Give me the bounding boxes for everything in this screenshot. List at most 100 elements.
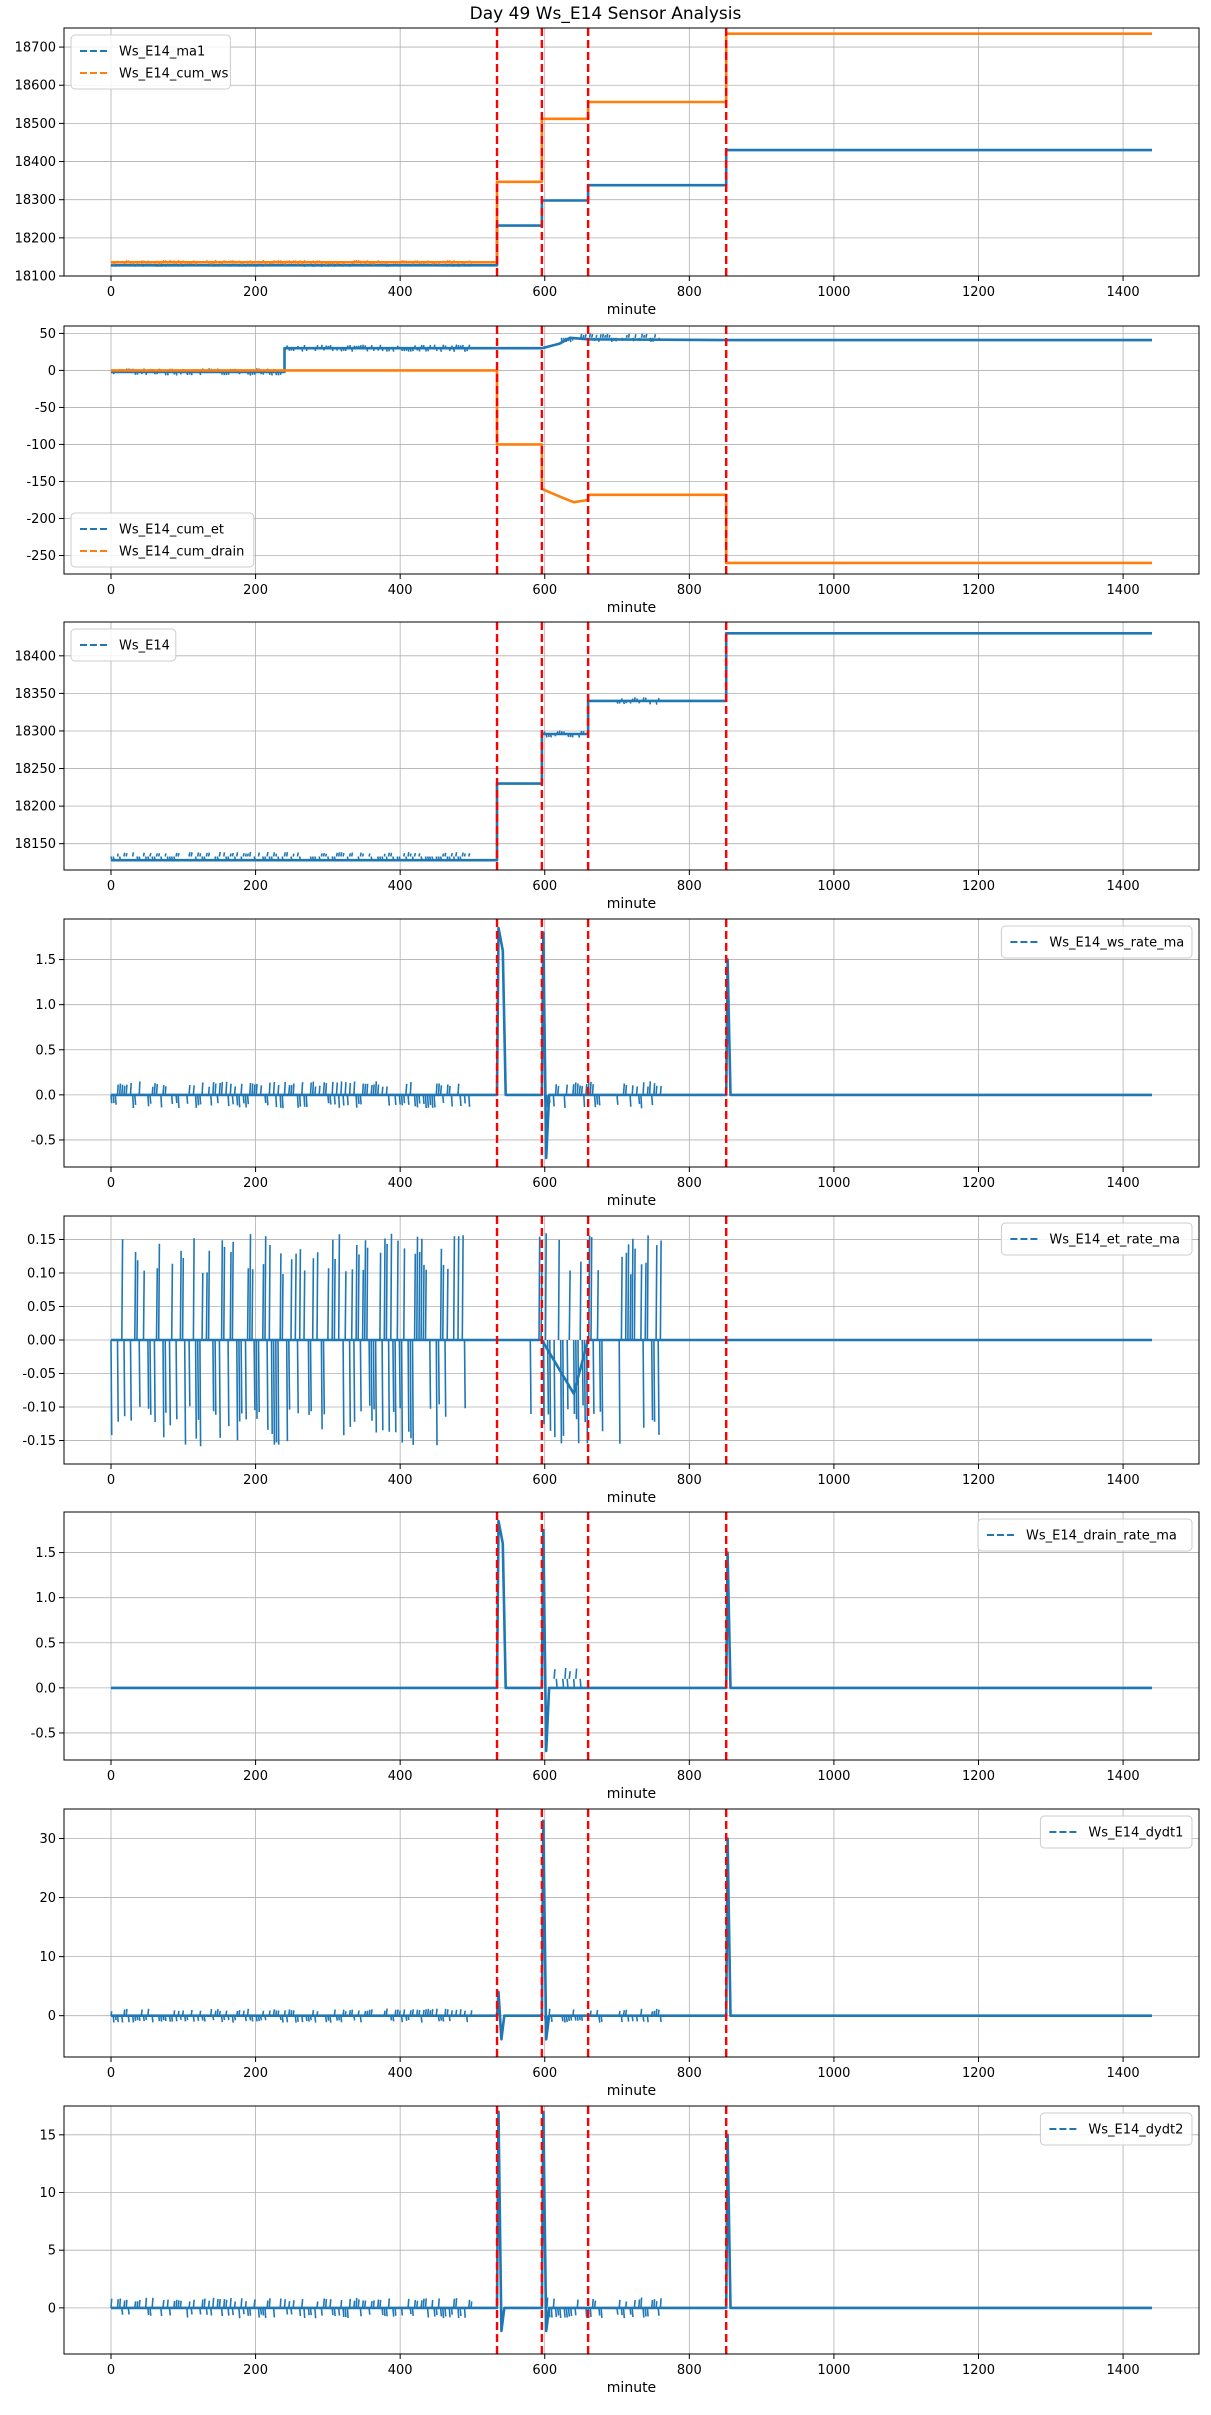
y-tick-label: 1.5: [35, 953, 56, 968]
series-line-Ws_E14_ws_rate_ma: [111, 926, 1152, 1160]
y-tick-label: 18150: [15, 837, 56, 852]
subplot-ws: 0 200 400 600 800 1000 1200 1400 18150 18200 18250…: [15, 621, 1200, 912]
y-tick-label: 18200: [15, 231, 56, 246]
subplot-ma1-cumws: 0 200 400 600 800 1000 1200 1400 18100 18200 18300…: [15, 27, 1200, 318]
x-tick-label: 400: [388, 879, 413, 894]
x-tick-label: 200: [243, 1176, 268, 1191]
x-tick-label: 0: [107, 879, 115, 894]
x-tick-label: 1000: [817, 1176, 850, 1191]
y-tick-label: 0: [48, 2301, 56, 2316]
x-tick-label: 1000: [817, 1473, 850, 1488]
y-tick-label: 20: [39, 1891, 56, 1906]
x-tick-label: 400: [388, 583, 413, 598]
x-tick-label: 1200: [962, 285, 995, 300]
series-line-Ws_E14_ma1: [111, 148, 1152, 267]
legend: Ws_E14_cum_et Ws_E14_cum_drain: [70, 512, 255, 568]
y-tick-label: 18500: [15, 117, 56, 132]
y-tick-label: 18200: [15, 800, 56, 815]
x-tick-label: 400: [388, 1769, 413, 1784]
y-tick-label: -0.10: [22, 1401, 56, 1416]
axes-frame: [63, 27, 1200, 277]
series-line-Ws_E14_cum_et: [111, 336, 1152, 374]
x-tick-label: 600: [532, 879, 557, 894]
y-tick-label: 18400: [15, 155, 56, 170]
legend-box: [1000, 1222, 1193, 1256]
plot-area: [110, 2110, 1152, 2333]
subplot-cumet-cumdrain: 0 200 400 600 800 1000 1200 1400 -250 -200 -150 -10…: [26, 325, 1200, 616]
legend-label: Ws_E14_cum_et: [119, 523, 224, 538]
x-tick-label: 1000: [817, 2066, 850, 2081]
x-tick-label: 400: [388, 2363, 413, 2378]
x-tick-label: 600: [532, 583, 557, 598]
y-tick-label: 0: [48, 364, 56, 379]
plot-area: [110, 1233, 1152, 1447]
y-tick-label: 1.0: [35, 1591, 56, 1606]
y-tick-label: 5: [48, 2244, 56, 2259]
y-tick-label: 18350: [15, 687, 56, 702]
x-tick-label: 1400: [1107, 285, 1140, 300]
subplot-drain-rate: 0 200 400 600 800 1000 1200 1400 -0.5 0.0 0.5 1.0 1.…: [31, 1511, 1200, 1802]
y-tick-label: -0.15: [22, 1434, 56, 1449]
x-tick-label: 800: [677, 2363, 702, 2378]
legend: Ws_E14_dydt2: [1039, 2112, 1193, 2146]
x-tick-label: 0: [107, 2066, 115, 2081]
x-tick-label: 1400: [1107, 879, 1140, 894]
series-noise-Ws_E14: [110, 851, 471, 862]
axes-frame: [63, 325, 1200, 575]
y-tick-label: 0.5: [35, 1636, 56, 1651]
x-tick-label: 600: [532, 1769, 557, 1784]
x-axis-label: minute: [607, 1490, 656, 1506]
legend: Ws_E14_ws_rate_ma: [1000, 925, 1193, 959]
y-tick-label: 0.05: [27, 1300, 56, 1315]
x-tick-label: 0: [107, 285, 115, 300]
legend-label: Ws_E14_dydt2: [1088, 2123, 1183, 2138]
legend-box: [1039, 1815, 1193, 1849]
y-tick-label: 0.00: [27, 1334, 56, 1349]
y-tick-label: -100: [26, 438, 56, 453]
x-tick-label: 600: [532, 2066, 557, 2081]
x-tick-label: 200: [243, 1769, 268, 1784]
plot-area: [110, 1819, 1152, 2041]
series-noise-Ws_E14_ws_rate_ma: [616, 1081, 662, 1109]
x-tick-label: 400: [388, 1473, 413, 1488]
legend-label: Ws_E14: [119, 639, 170, 654]
legend-label: Ws_E14_dydt1: [1088, 1826, 1183, 1841]
x-tick-label: 200: [243, 1473, 268, 1488]
y-tick-label: 18100: [15, 270, 56, 285]
series-line-Ws_E14_cum_drain: [111, 369, 1152, 565]
legend: Ws_E14_et_rate_ma: [1000, 1222, 1193, 1256]
axes-frame: [63, 1511, 1200, 1761]
y-tick-label: 0.15: [27, 1233, 56, 1248]
y-tick-label: 1.5: [35, 1546, 56, 1561]
axes-frame: [63, 2105, 1200, 2355]
x-tick-label: 1400: [1107, 583, 1140, 598]
x-tick-label: 800: [677, 1473, 702, 1488]
series-line-Ws_E14_dydt1: [111, 1819, 1152, 2041]
series-line-Ws_E14_cum_ws: [111, 32, 1152, 264]
x-tick-label: 1400: [1107, 2066, 1140, 2081]
x-tick-label: 1000: [817, 2363, 850, 2378]
legend-label: Ws_E14_ws_rate_ma: [1049, 936, 1184, 951]
legend-box: [70, 512, 255, 568]
axes-frame: [63, 918, 1200, 1168]
y-tick-label: 0.0: [35, 1088, 56, 1103]
x-tick-label: 1200: [962, 583, 995, 598]
x-axis-label: minute: [607, 896, 656, 912]
y-tick-label: -200: [26, 512, 56, 527]
x-tick-label: 800: [677, 285, 702, 300]
x-tick-label: 400: [388, 285, 413, 300]
y-tick-label: 0.10: [27, 1266, 56, 1281]
y-tick-label: -0.05: [22, 1367, 56, 1382]
y-tick-label: 18600: [15, 79, 56, 94]
y-tick-label: -0.5: [31, 1133, 56, 1148]
x-axis-label: minute: [607, 600, 656, 616]
series-noise-Ws_E14_dydt2: [110, 2297, 473, 2319]
x-tick-label: 1200: [962, 2363, 995, 2378]
x-tick-label: 200: [243, 285, 268, 300]
y-tick-label: 0.0: [35, 1681, 56, 1696]
x-tick-label: 1400: [1107, 1176, 1140, 1191]
x-tick-label: 400: [388, 2066, 413, 2081]
x-tick-label: 0: [107, 2363, 115, 2378]
